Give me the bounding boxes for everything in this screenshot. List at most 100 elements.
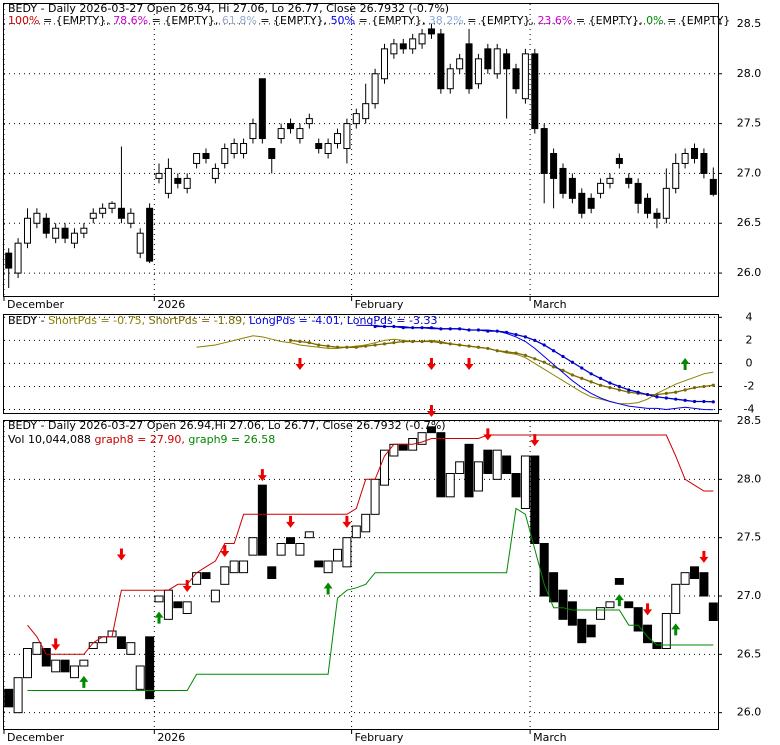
price-bar — [633, 607, 643, 632]
candle-body — [512, 68, 520, 90]
price-bar — [389, 443, 399, 457]
series-marker — [401, 339, 405, 344]
candle-body — [371, 73, 379, 105]
up-arrow — [680, 358, 690, 370]
price-bar — [248, 537, 258, 556]
chart-title: BEDY - Daily 2026-03-27 Open 26.94, Hi 2… — [8, 2, 449, 15]
price-bar — [680, 572, 690, 585]
y-tick-label: 26.0 — [737, 266, 762, 279]
candle-body — [315, 143, 323, 150]
series-marker — [627, 390, 631, 394]
candle-body — [155, 172, 163, 179]
series-marker — [523, 335, 528, 339]
fib-level-name: 100% — [8, 14, 39, 27]
candle-body — [672, 162, 680, 189]
volume-label: Vol 10,044,088 — [8, 433, 91, 446]
candle-body — [117, 207, 125, 219]
fib-level-value: = {EMPTY} — [667, 14, 730, 27]
price-bar — [239, 560, 249, 574]
price-bar — [201, 572, 211, 580]
price-bar — [643, 624, 653, 644]
candle-body — [268, 148, 276, 159]
up-arrow — [323, 582, 333, 595]
price-bar — [596, 607, 606, 620]
series-marker — [354, 345, 358, 349]
series-marker — [514, 333, 518, 337]
candle-body — [33, 212, 41, 224]
signal-panel-frame — [3, 420, 719, 730]
y-tick-label: 26.0 — [737, 706, 762, 719]
price-bar — [549, 572, 559, 603]
legend-name: graph9 — [188, 433, 227, 446]
candle-body — [108, 202, 116, 209]
y-tick-label: 26.5 — [737, 647, 762, 660]
legend-name: ShortPds — [149, 314, 198, 327]
candle-body — [380, 48, 388, 80]
candle-body — [691, 148, 699, 159]
candle-body — [390, 43, 398, 55]
candle-body — [334, 133, 342, 145]
series-marker — [345, 345, 349, 349]
price-bar — [511, 473, 521, 498]
series-marker — [382, 324, 387, 329]
price-bar — [276, 543, 286, 556]
candle-body — [437, 33, 445, 90]
candle-body — [174, 177, 182, 184]
price-bar — [32, 642, 42, 655]
series-marker — [298, 339, 302, 344]
price-bar — [379, 449, 389, 486]
series-marker — [373, 324, 377, 329]
series-marker — [458, 343, 462, 347]
legend-value: = -4.01, — [299, 314, 344, 327]
series-marker — [326, 344, 330, 348]
legend-value: = 27.90, — [137, 433, 185, 446]
candle-body — [597, 182, 605, 194]
candle-body — [615, 157, 623, 164]
candle-body — [343, 123, 351, 150]
series-line — [27, 434, 714, 655]
legend-prefix: BEDY - — [8, 314, 45, 327]
candle-body — [352, 113, 360, 125]
series-marker — [401, 326, 405, 330]
series-marker — [711, 400, 715, 404]
series-marker — [486, 329, 490, 333]
price-bar — [520, 455, 530, 509]
candle-body — [568, 177, 576, 199]
x-tick-label: 2026 — [157, 731, 185, 744]
y-tick-label: -4 — [744, 403, 755, 416]
series-marker — [411, 339, 415, 344]
y-tick-label: 28.0 — [737, 67, 762, 80]
series-marker — [692, 399, 697, 404]
down-arrow — [220, 545, 230, 557]
series-marker — [627, 388, 631, 392]
series-marker — [561, 354, 565, 359]
series-marker — [429, 326, 434, 330]
series-marker — [476, 328, 481, 332]
legend: BEDY - ShortPds = -0.75, ShortPds = -1.8… — [8, 314, 437, 327]
series-marker — [392, 324, 396, 329]
price-bar — [60, 659, 70, 673]
indicator-panel-frame — [3, 314, 719, 414]
series-marker — [533, 338, 537, 342]
series-marker — [523, 353, 528, 357]
series-marker — [505, 330, 509, 334]
candle-body — [70, 232, 78, 244]
series-marker — [617, 388, 621, 392]
candle-body — [644, 197, 652, 214]
series-marker — [505, 350, 509, 354]
candle-body — [465, 43, 473, 90]
candle-body — [484, 48, 492, 70]
price-bar — [79, 659, 89, 667]
series-marker — [317, 343, 321, 347]
price-bar — [126, 642, 136, 655]
price-bar — [445, 473, 455, 498]
series-marker — [561, 368, 565, 372]
series-marker — [458, 327, 462, 331]
up-arrow — [614, 594, 624, 607]
fib-level-name: 61.8% — [222, 14, 257, 27]
series-marker — [551, 365, 556, 369]
up-arrow — [671, 623, 681, 636]
series-marker — [335, 345, 340, 349]
y-tick-label: 27.0 — [737, 166, 762, 179]
